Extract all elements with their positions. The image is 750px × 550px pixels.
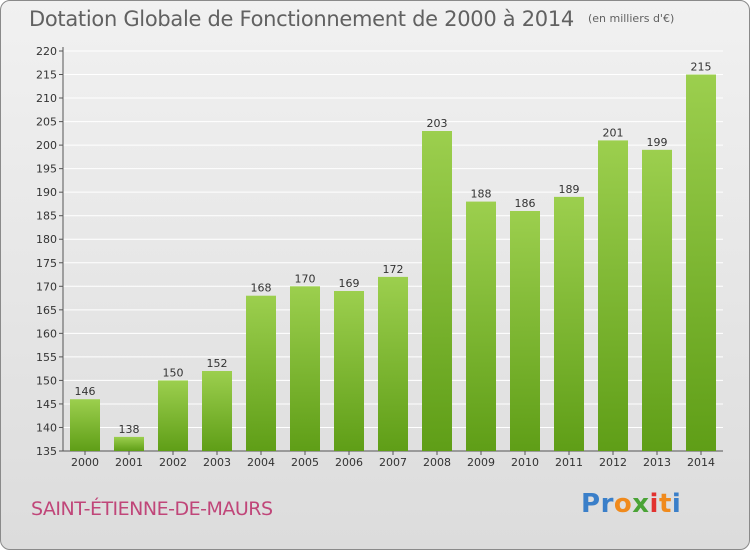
data-label: 188 <box>471 188 492 201</box>
data-label: 168 <box>251 282 272 295</box>
data-label: 150 <box>163 366 184 379</box>
bar <box>70 399 100 451</box>
data-label: 138 <box>119 423 140 436</box>
y-tick-label: 195 <box>36 163 57 176</box>
y-tick-label: 150 <box>36 374 57 387</box>
bar <box>114 436 144 451</box>
y-tick-label: 145 <box>36 398 57 411</box>
bar <box>510 211 540 451</box>
x-tick-label: 2010 <box>511 456 539 469</box>
logo-letter: i <box>649 489 659 519</box>
municipality-name: SAINT-ÉTIENNE-DE-MAURS <box>31 498 273 520</box>
data-label: 146 <box>75 385 96 398</box>
bar <box>158 380 188 451</box>
bar <box>202 371 232 451</box>
x-tick-label: 2004 <box>247 456 275 469</box>
y-tick-label: 180 <box>36 233 57 246</box>
logo-letter: x <box>632 489 650 519</box>
y-tick-label: 205 <box>36 116 57 129</box>
bar <box>378 276 408 451</box>
data-label: 201 <box>603 126 624 139</box>
x-tick-label: 2001 <box>115 456 143 469</box>
y-tick-label: 215 <box>36 69 57 82</box>
y-tick-label: 210 <box>36 92 57 105</box>
y-tick-label: 135 <box>36 445 57 458</box>
logo-letter: o <box>613 489 633 519</box>
x-tick-label: 2000 <box>71 456 99 469</box>
x-tick-label: 2008 <box>423 456 451 469</box>
y-tick-label: 220 <box>36 45 57 58</box>
data-label: 186 <box>515 197 536 210</box>
bars <box>70 74 716 452</box>
labels: 135 140 145 150 155 160 165 170 175 180 185 190 195 2… <box>36 45 715 469</box>
bar <box>642 149 672 451</box>
y-tick-label: 155 <box>36 351 57 364</box>
bar <box>246 295 276 451</box>
data-label: 189 <box>559 183 580 196</box>
x-tick-label: 2011 <box>555 456 583 469</box>
data-label: 170 <box>295 272 316 285</box>
bar <box>466 201 496 451</box>
logo-letter: r <box>600 489 614 519</box>
proxiti-logo[interactable]: Proxiti <box>581 489 681 519</box>
chart-title: Dotation Globale de Fonctionnement de 20… <box>29 7 674 31</box>
x-tick-label: 2013 <box>643 456 671 469</box>
bar <box>422 131 452 451</box>
x-tick-label: 2002 <box>159 456 187 469</box>
data-label: 152 <box>207 357 228 370</box>
bar <box>554 196 584 451</box>
bar <box>686 74 716 451</box>
data-label: 215 <box>691 61 712 74</box>
x-tick-label: 2014 <box>687 456 715 469</box>
y-tick-label: 190 <box>36 186 57 199</box>
logo-letter: i <box>671 489 682 519</box>
logo-letter: t <box>658 489 672 519</box>
x-tick-label: 2005 <box>291 456 319 469</box>
y-tick-label: 160 <box>36 327 57 340</box>
x-tick-label: 2006 <box>335 456 363 469</box>
x-tick-label: 2012 <box>599 456 627 469</box>
data-label: 169 <box>339 277 360 290</box>
x-tick-label: 2007 <box>379 456 407 469</box>
unit-note: (en milliers d'€) <box>587 12 675 25</box>
title-text: Dotation Globale de Fonctionnement de 20… <box>29 7 574 31</box>
bar <box>598 140 628 452</box>
y-tick-label: 200 <box>36 139 57 152</box>
data-label: 172 <box>383 263 404 276</box>
x-tick-label: 2009 <box>467 456 495 469</box>
y-tick-label: 175 <box>36 257 57 270</box>
y-tick-label: 185 <box>36 210 57 223</box>
data-label: 199 <box>647 136 668 149</box>
data-label: 203 <box>427 117 448 130</box>
y-tick-label: 170 <box>36 280 57 293</box>
logo-letter: P <box>581 489 601 519</box>
y-tick-label: 140 <box>36 421 57 434</box>
x-tick-label: 2003 <box>203 456 231 469</box>
bar <box>290 286 320 451</box>
bar <box>334 291 364 451</box>
y-tick-label: 165 <box>36 304 57 317</box>
